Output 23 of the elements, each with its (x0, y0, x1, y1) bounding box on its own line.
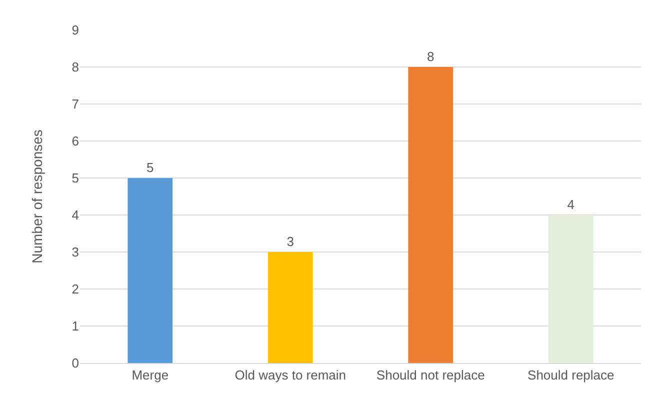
x-tick-label: Should replace (528, 368, 614, 383)
y-tick-label: 1 (72, 318, 79, 334)
bar (408, 67, 454, 363)
y-tick-label: 8 (72, 60, 79, 75)
x-tick-label: Old ways to remain (234, 368, 346, 383)
bar (548, 215, 594, 363)
data-label: 3 (286, 234, 294, 249)
x-tick-label: Should not replace (376, 368, 485, 383)
data-label: 8 (427, 49, 434, 64)
y-tick-label: 9 (72, 22, 79, 38)
data-label: 5 (146, 160, 154, 175)
y-tick-label: 5 (72, 170, 79, 186)
y-tick-label: 2 (72, 282, 79, 297)
bar (128, 178, 173, 363)
data-label: 4 (567, 197, 574, 212)
y-tick-label: 7 (72, 96, 79, 112)
y-tick-label: 0 (72, 356, 79, 371)
bar (268, 252, 313, 363)
x-tick-label: Merge (132, 368, 169, 383)
y-tick-label: 4 (72, 208, 79, 223)
y-axis-title: Number of responses (29, 130, 45, 264)
y-tick-label: 6 (72, 134, 79, 149)
y-tick-label: 3 (72, 244, 79, 260)
